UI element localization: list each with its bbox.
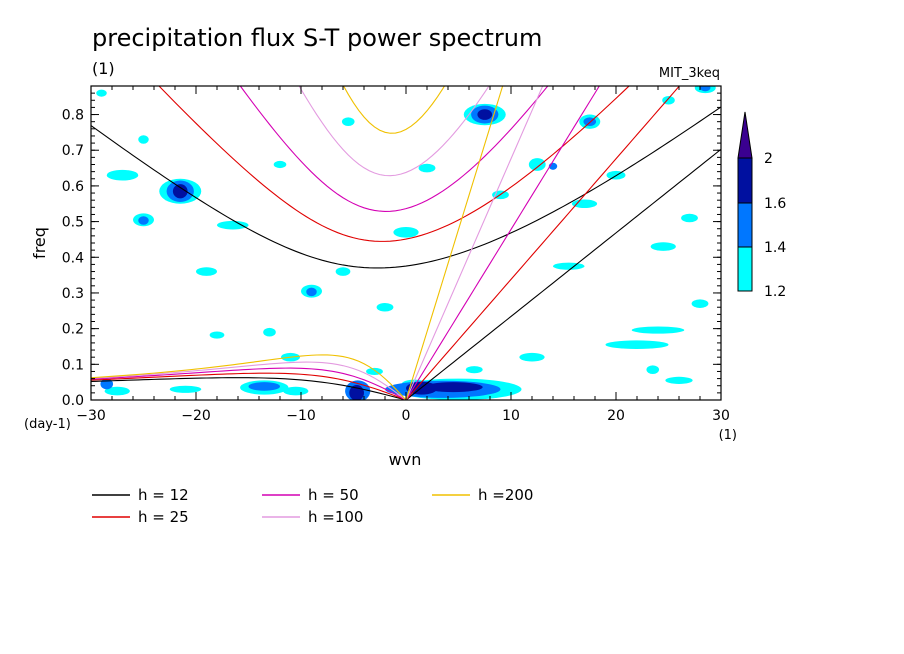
contour-blob bbox=[418, 163, 436, 173]
contour-blob bbox=[335, 267, 351, 276]
contour-blob bbox=[376, 302, 394, 312]
plot-area bbox=[91, 86, 721, 400]
y-tick-label: 0.1 bbox=[62, 357, 84, 373]
legend-label: h = 12 bbox=[138, 486, 189, 504]
colorbar-label: 1.6 bbox=[764, 196, 786, 212]
legend-label: h =100 bbox=[308, 508, 363, 526]
dispersion-curve-h100 bbox=[405, 86, 544, 400]
dispersion-curve-h12 bbox=[91, 377, 407, 400]
contour-blob bbox=[519, 352, 545, 362]
contour-blob bbox=[423, 382, 483, 393]
contour-blob bbox=[306, 287, 317, 297]
colorbar-extend-arrow bbox=[737, 111, 753, 159]
contour-blob bbox=[681, 213, 698, 223]
dispersion-curve-h25 bbox=[405, 86, 681, 400]
contour-blob bbox=[631, 326, 685, 334]
x-tick-label: 10 bbox=[502, 408, 520, 424]
y-tick-label: 0.5 bbox=[62, 215, 84, 231]
x-tick-label: 20 bbox=[607, 408, 625, 424]
y-tick-label: 0.4 bbox=[62, 250, 84, 266]
colorbar-segment bbox=[737, 246, 753, 292]
contour-blob bbox=[209, 331, 225, 339]
dispersion-curve-h50 bbox=[405, 86, 600, 400]
legend-label: h = 50 bbox=[308, 486, 359, 504]
contour-blob bbox=[100, 378, 114, 390]
contour-blob bbox=[96, 89, 107, 97]
colorbar-segment bbox=[737, 202, 753, 248]
contour-blob bbox=[172, 184, 188, 199]
contour-blob bbox=[366, 367, 383, 376]
dispersion-curve-h25 bbox=[158, 86, 630, 242]
contour-blob bbox=[700, 86, 711, 92]
x-tick-label: −30 bbox=[76, 408, 106, 424]
colorbar-segment bbox=[737, 157, 753, 204]
contour-blob bbox=[393, 226, 419, 238]
legend-label: h = 25 bbox=[138, 508, 189, 526]
y-tick-label: 0.3 bbox=[62, 286, 84, 302]
contour-blob bbox=[217, 220, 249, 230]
contour-blob bbox=[248, 382, 280, 391]
contour-blob bbox=[169, 385, 202, 393]
dispersion-curve-h12 bbox=[91, 106, 721, 269]
dispersion-curve-h50 bbox=[239, 86, 549, 212]
dispersion-curve-h200 bbox=[405, 86, 504, 400]
x-tick-label: −20 bbox=[181, 408, 211, 424]
contour-blob bbox=[650, 242, 676, 251]
x-tick-label: 0 bbox=[402, 408, 411, 424]
dispersion-curve-h12 bbox=[405, 148, 721, 400]
chart-title: precipitation flux S-T power spectrum bbox=[92, 24, 542, 52]
contour-blob bbox=[273, 160, 287, 169]
contour-blob bbox=[283, 386, 309, 396]
contour-blob bbox=[691, 299, 709, 308]
contour-blob bbox=[263, 327, 276, 337]
y-tick-label: 0.7 bbox=[62, 143, 84, 159]
legend-label: h =200 bbox=[478, 486, 533, 504]
contour-blob bbox=[571, 199, 598, 209]
contour-fills bbox=[96, 86, 716, 400]
contour-blob bbox=[646, 365, 660, 374]
contour-blob bbox=[605, 340, 669, 349]
dispersion-curve-h50 bbox=[91, 367, 407, 400]
contour-blob bbox=[553, 262, 585, 270]
x-unit-label: (1) bbox=[719, 428, 737, 443]
y-unit-label: (day-1) bbox=[24, 417, 71, 432]
contour-blob bbox=[104, 386, 130, 396]
contour-blob bbox=[106, 169, 139, 181]
dispersion-curves bbox=[91, 86, 721, 400]
colorbar-label: 1.2 bbox=[764, 284, 786, 300]
contour-blob bbox=[477, 109, 493, 120]
x-axis: −30 −20 −10 0 10 20 30 bbox=[76, 86, 730, 424]
x-tick-label: −10 bbox=[286, 408, 316, 424]
contour-blob bbox=[465, 366, 483, 374]
colorbar: 1.2 1.4 1.6 2 bbox=[737, 111, 786, 300]
x-axis-title: wvn bbox=[389, 450, 422, 469]
contour-blob bbox=[665, 376, 693, 384]
dispersion-curve-h200 bbox=[91, 354, 407, 400]
contour-blob bbox=[196, 267, 217, 276]
left-label: (1) bbox=[92, 59, 115, 78]
model-label: MIT_3keq bbox=[659, 66, 720, 81]
y-tick-label: 0.0 bbox=[62, 393, 84, 409]
contour-blob bbox=[138, 135, 149, 144]
legend: h = 12 h = 25 h = 50 h =100 h =200 bbox=[92, 486, 533, 526]
dispersion-curve-h25 bbox=[91, 372, 407, 400]
y-tick-label: 0.2 bbox=[62, 322, 84, 338]
dispersion-curve-h100 bbox=[298, 86, 490, 177]
y-axis-title: freq bbox=[30, 227, 49, 259]
contour-blob bbox=[341, 117, 355, 126]
x-tick-label: 30 bbox=[712, 408, 730, 424]
dispersion-curve-h100 bbox=[91, 361, 407, 400]
contour-blob bbox=[528, 158, 546, 171]
colorbar-label: 2 bbox=[764, 151, 773, 167]
dispersion-curve-h200 bbox=[342, 86, 446, 134]
y-tick-label: 0.8 bbox=[62, 108, 84, 124]
y-axis: 0.0 0.1 0.2 0.3 0.4 0.5 0.6 0.7 0.8 bbox=[62, 85, 721, 409]
colorbar-label: 1.4 bbox=[764, 240, 786, 256]
y-tick-label: 0.6 bbox=[62, 179, 84, 195]
contour-blob bbox=[138, 216, 149, 225]
